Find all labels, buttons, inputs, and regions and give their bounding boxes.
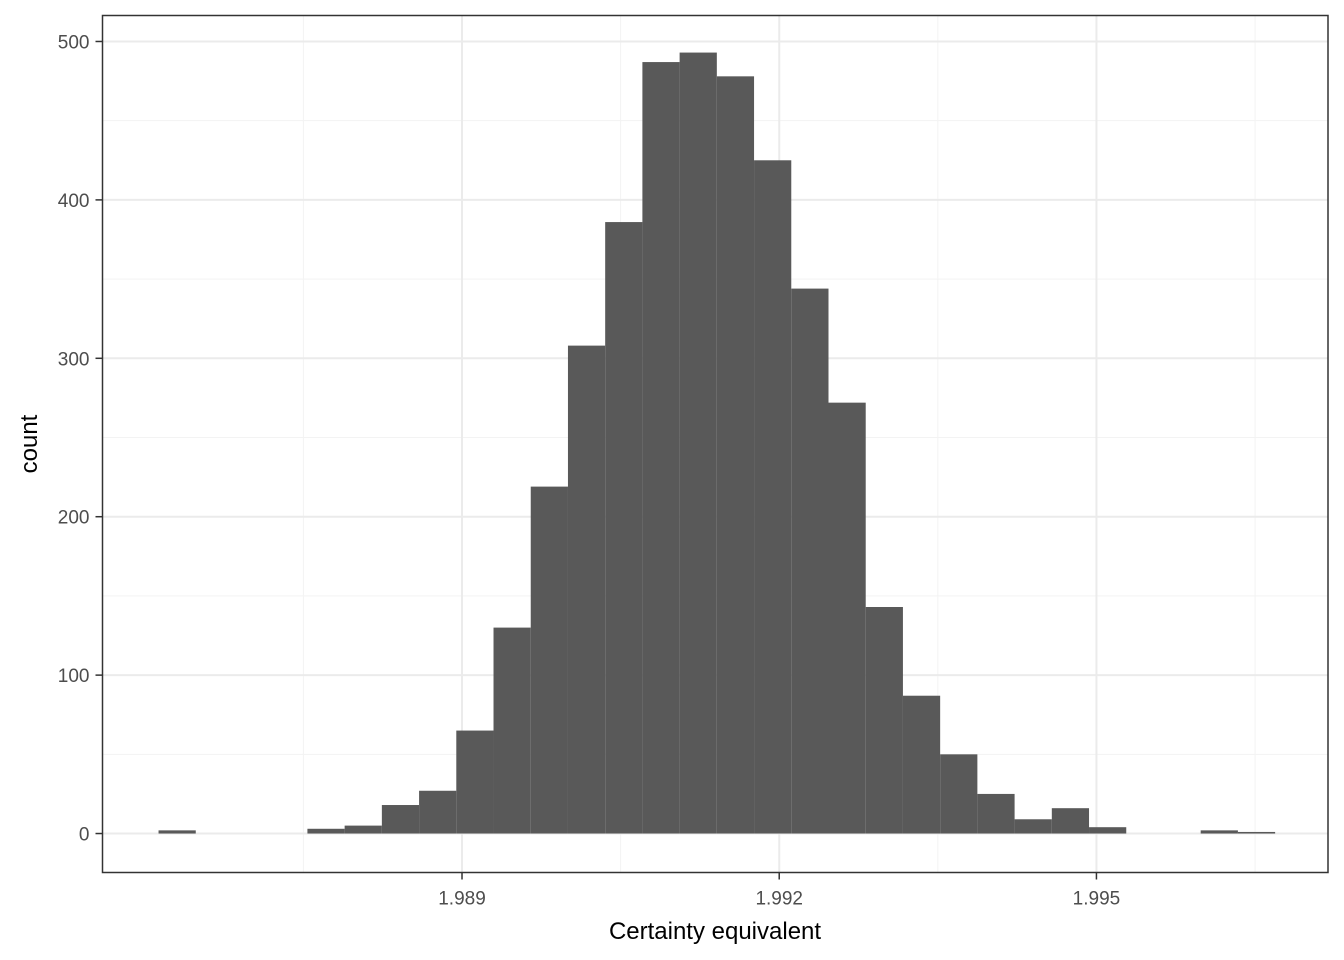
x-axis-title: Certainty equivalent: [609, 918, 821, 945]
y-tick-label: 400: [58, 191, 90, 212]
histogram-bar: [1014, 819, 1052, 834]
histogram-bar: [828, 402, 866, 834]
histogram-bar: [307, 828, 345, 834]
histogram-bar: [381, 805, 420, 834]
histogram-bar: [1200, 830, 1238, 834]
x-tick-label: 1.995: [1073, 889, 1121, 910]
x-axis: 1.989 1.992 1.995: [438, 872, 1121, 910]
histogram-bar: [716, 76, 755, 834]
y-tick-label: 100: [58, 666, 90, 687]
histogram-bar: [605, 222, 643, 834]
histogram-bar: [642, 62, 680, 834]
histogram-bar: [344, 825, 382, 834]
histogram-bar: [791, 288, 829, 834]
panel-border: [101, 14, 1329, 874]
y-tick-label: 0: [79, 825, 90, 846]
histogram-bar: [1089, 827, 1127, 834]
histogram-bar: [754, 160, 792, 834]
histogram-bar: [567, 345, 606, 834]
x-tick-label: 1.989: [438, 889, 486, 910]
y-tick-label: 200: [58, 508, 90, 529]
histogram-bar: [419, 790, 457, 834]
y-tick-label: 500: [58, 32, 90, 53]
histogram-bar: [940, 754, 978, 834]
histogram-bar: [902, 695, 941, 834]
y-axis: 0 100 200 300 400 500: [58, 32, 103, 846]
histogram-bar: [158, 830, 196, 834]
histogram-bar: [865, 607, 903, 834]
histogram-bar: [456, 730, 494, 834]
histogram-bar: [530, 486, 568, 834]
histogram-bar: [679, 52, 717, 834]
x-tick-label: 1.992: [755, 889, 803, 910]
y-tick-label: 300: [58, 349, 90, 370]
histogram-bars: [158, 52, 1276, 834]
histogram-bar: [493, 627, 531, 834]
histogram-bar: [977, 793, 1015, 834]
histogram-bar: [1237, 831, 1276, 834]
y-axis-title: count: [16, 414, 43, 473]
histogram-bar: [1051, 808, 1090, 834]
